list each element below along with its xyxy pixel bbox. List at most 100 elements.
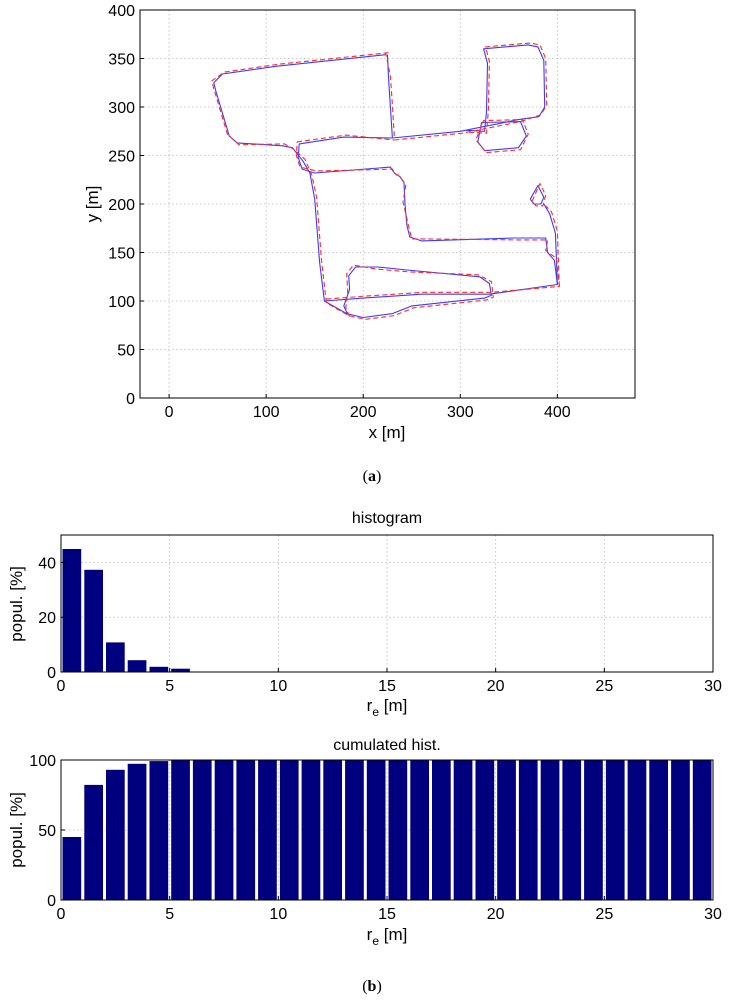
cumulated-histogram-bar bbox=[171, 760, 190, 900]
cumulated-histogram-x-tick-label: 10 bbox=[269, 906, 287, 923]
reference-trajectory-line bbox=[531, 183, 547, 207]
histogram-x-tick-label: 5 bbox=[165, 678, 174, 695]
cumulated-histogram-bar bbox=[301, 760, 321, 900]
histogram-x-axis-label: re [m] bbox=[367, 696, 408, 719]
cumulated-histogram-bar bbox=[279, 760, 299, 900]
cumulated-histogram-bar bbox=[453, 760, 473, 900]
cumulated-histogram-bar bbox=[540, 760, 560, 900]
histogram-x-axis-subscript: e bbox=[372, 705, 379, 719]
trajectory-x-axis-label: x [m] bbox=[369, 423, 406, 442]
trajectory-x-tick-label: 200 bbox=[350, 404, 377, 421]
cumulated-histogram-x-tick-label: 5 bbox=[165, 906, 174, 923]
histogram-bar bbox=[171, 668, 190, 672]
histogram-bar bbox=[127, 660, 147, 672]
trajectory-x-tick-label: 400 bbox=[544, 404, 571, 421]
cumulated-histogram-bar bbox=[84, 784, 103, 900]
cumulated-histogram-title: cumulated hist. bbox=[333, 737, 441, 754]
histogram-x-tick-label: 15 bbox=[378, 678, 396, 695]
histogram-x-tick-label: 20 bbox=[487, 678, 505, 695]
reference-trajectory-line bbox=[385, 52, 395, 137]
histogram-bar bbox=[149, 666, 169, 672]
cumulated-histogram-bar bbox=[149, 761, 169, 900]
histogram-x-tick-label: 30 bbox=[704, 678, 722, 695]
trajectory-y-tick-label: 50 bbox=[117, 343, 135, 360]
trajectory-chart: 0 100 200 300 400 0 50 100 150 200 250 300 350 400 x … bbox=[83, 3, 636, 442]
histogram-y-tick-label: 0 bbox=[47, 665, 56, 682]
trajectory-y-tick-label: 300 bbox=[108, 100, 135, 117]
cumulated-histogram-bar bbox=[432, 760, 451, 900]
cumulated-histogram-bar bbox=[323, 760, 342, 900]
cumulated-histogram-y-tick-label: 0 bbox=[47, 893, 56, 910]
cumulated-histogram-bar bbox=[649, 760, 668, 900]
cumulated-histogram-y-axis-label: popul. [%] bbox=[7, 792, 26, 868]
histogram-x-tick-label: 0 bbox=[57, 678, 66, 695]
cumulated-histogram-x-tick-label: 0 bbox=[57, 906, 66, 923]
histogram-title: histogram bbox=[352, 510, 422, 527]
cumulated-histogram-bar bbox=[584, 760, 603, 900]
histogram-bar bbox=[84, 569, 103, 672]
histogram-chart: histogram 0 5 10 15 20 25 30 0 20 40 re [m] popul… bbox=[7, 510, 722, 719]
cumulated-histogram-bar bbox=[106, 769, 125, 900]
cumulated-histogram-bar bbox=[258, 760, 277, 900]
histogram-y-tick-label: 20 bbox=[38, 610, 56, 627]
cumulated-histogram-bar bbox=[475, 760, 495, 900]
reference-trajectory-line bbox=[295, 141, 560, 300]
cumulated-histogram-bar bbox=[671, 760, 690, 900]
trajectory-y-tick-label: 400 bbox=[108, 3, 135, 20]
trajectory-x-tick-label: 100 bbox=[253, 404, 280, 421]
histogram-bar bbox=[106, 642, 125, 672]
estimated-trajectory-line bbox=[213, 54, 492, 319]
cumulated-histogram-tick-labels: 0 5 10 15 20 25 30 0 50 100 bbox=[29, 753, 722, 923]
cumulated-histogram-bar bbox=[62, 837, 82, 900]
trajectory-y-tick-label: 0 bbox=[126, 391, 135, 408]
histogram-y-axis-label: popul. [%] bbox=[7, 566, 26, 642]
reference-trajectory-line bbox=[297, 134, 395, 143]
histogram-y-tick-label: 40 bbox=[38, 555, 56, 572]
trajectory-y-tick-label: 100 bbox=[108, 294, 135, 311]
cumulated-histogram-bar bbox=[345, 760, 364, 900]
histogram-x-axis-unit: [m] bbox=[379, 696, 407, 715]
cumulated-histogram-x-axis-label: re [m] bbox=[367, 925, 408, 948]
cumulated-histogram-bar bbox=[605, 760, 625, 900]
trajectory-y-tick-label: 250 bbox=[108, 149, 135, 166]
histogram-bar bbox=[62, 549, 82, 672]
cumulated-histogram-x-tick-label: 15 bbox=[378, 906, 396, 923]
panel-a-caption-letter: a bbox=[368, 468, 376, 485]
trajectory-tick-labels: 0 100 200 300 400 0 50 100 150 200 250 300 350 400 bbox=[108, 3, 571, 421]
estimated-trajectory-line bbox=[392, 44, 546, 139]
trajectory-y-axis-label: y [m] bbox=[83, 186, 102, 223]
trajectory-x-tick-label: 300 bbox=[447, 404, 474, 421]
cumulated-histogram-bar bbox=[236, 760, 256, 900]
cumulated-histogram-bars bbox=[62, 760, 712, 900]
cumulated-histogram-bar bbox=[410, 760, 429, 900]
histogram-bars bbox=[62, 549, 190, 672]
histogram-x-tick-label: 10 bbox=[269, 678, 287, 695]
panel-b-caption-letter: b bbox=[368, 978, 377, 995]
cumulated-histogram-bar bbox=[518, 760, 538, 900]
cumulated-histogram-y-tick-label: 50 bbox=[38, 823, 56, 840]
trajectory-y-tick-label: 350 bbox=[108, 52, 135, 69]
estimated-trajectory-line bbox=[529, 185, 545, 205]
trajectory-grid bbox=[140, 9, 635, 399]
reference-trajectory-line bbox=[475, 119, 529, 154]
cumulated-histogram-bar bbox=[562, 760, 582, 900]
reference-trajectory-line bbox=[211, 52, 494, 320]
reference-trajectory-line bbox=[545, 205, 560, 287]
cumulated-histogram-x-tick-label: 25 bbox=[595, 906, 613, 923]
trajectory-y-tick-label: 150 bbox=[108, 246, 135, 263]
panel-a-caption: (a) bbox=[363, 468, 382, 485]
estimated-trajectory-line bbox=[386, 54, 393, 139]
reference-trajectory-line bbox=[394, 42, 548, 141]
histogram-x-axis-symbol: r bbox=[367, 696, 373, 715]
trajectory-y-tick-label: 200 bbox=[108, 197, 135, 214]
cumulated-histogram-bar bbox=[214, 760, 234, 900]
histogram-x-tick-label: 25 bbox=[595, 678, 613, 695]
cumulated-histogram-x-axis-unit: [m] bbox=[379, 925, 407, 944]
cumulated-histogram-bar bbox=[627, 760, 647, 900]
trajectory-x-tick-label: 0 bbox=[165, 404, 174, 421]
histogram-grid bbox=[60, 535, 714, 673]
cumulated-histogram-bar bbox=[497, 760, 516, 900]
cumulated-histogram-bar bbox=[192, 760, 212, 900]
estimated-trajectory-line bbox=[299, 136, 393, 145]
